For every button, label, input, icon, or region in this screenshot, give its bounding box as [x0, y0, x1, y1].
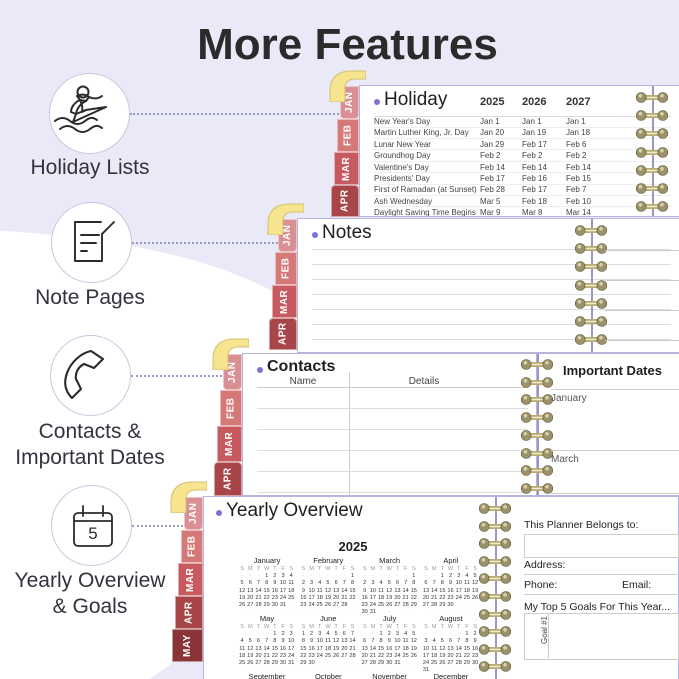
svg-text:5: 5 [88, 524, 97, 543]
